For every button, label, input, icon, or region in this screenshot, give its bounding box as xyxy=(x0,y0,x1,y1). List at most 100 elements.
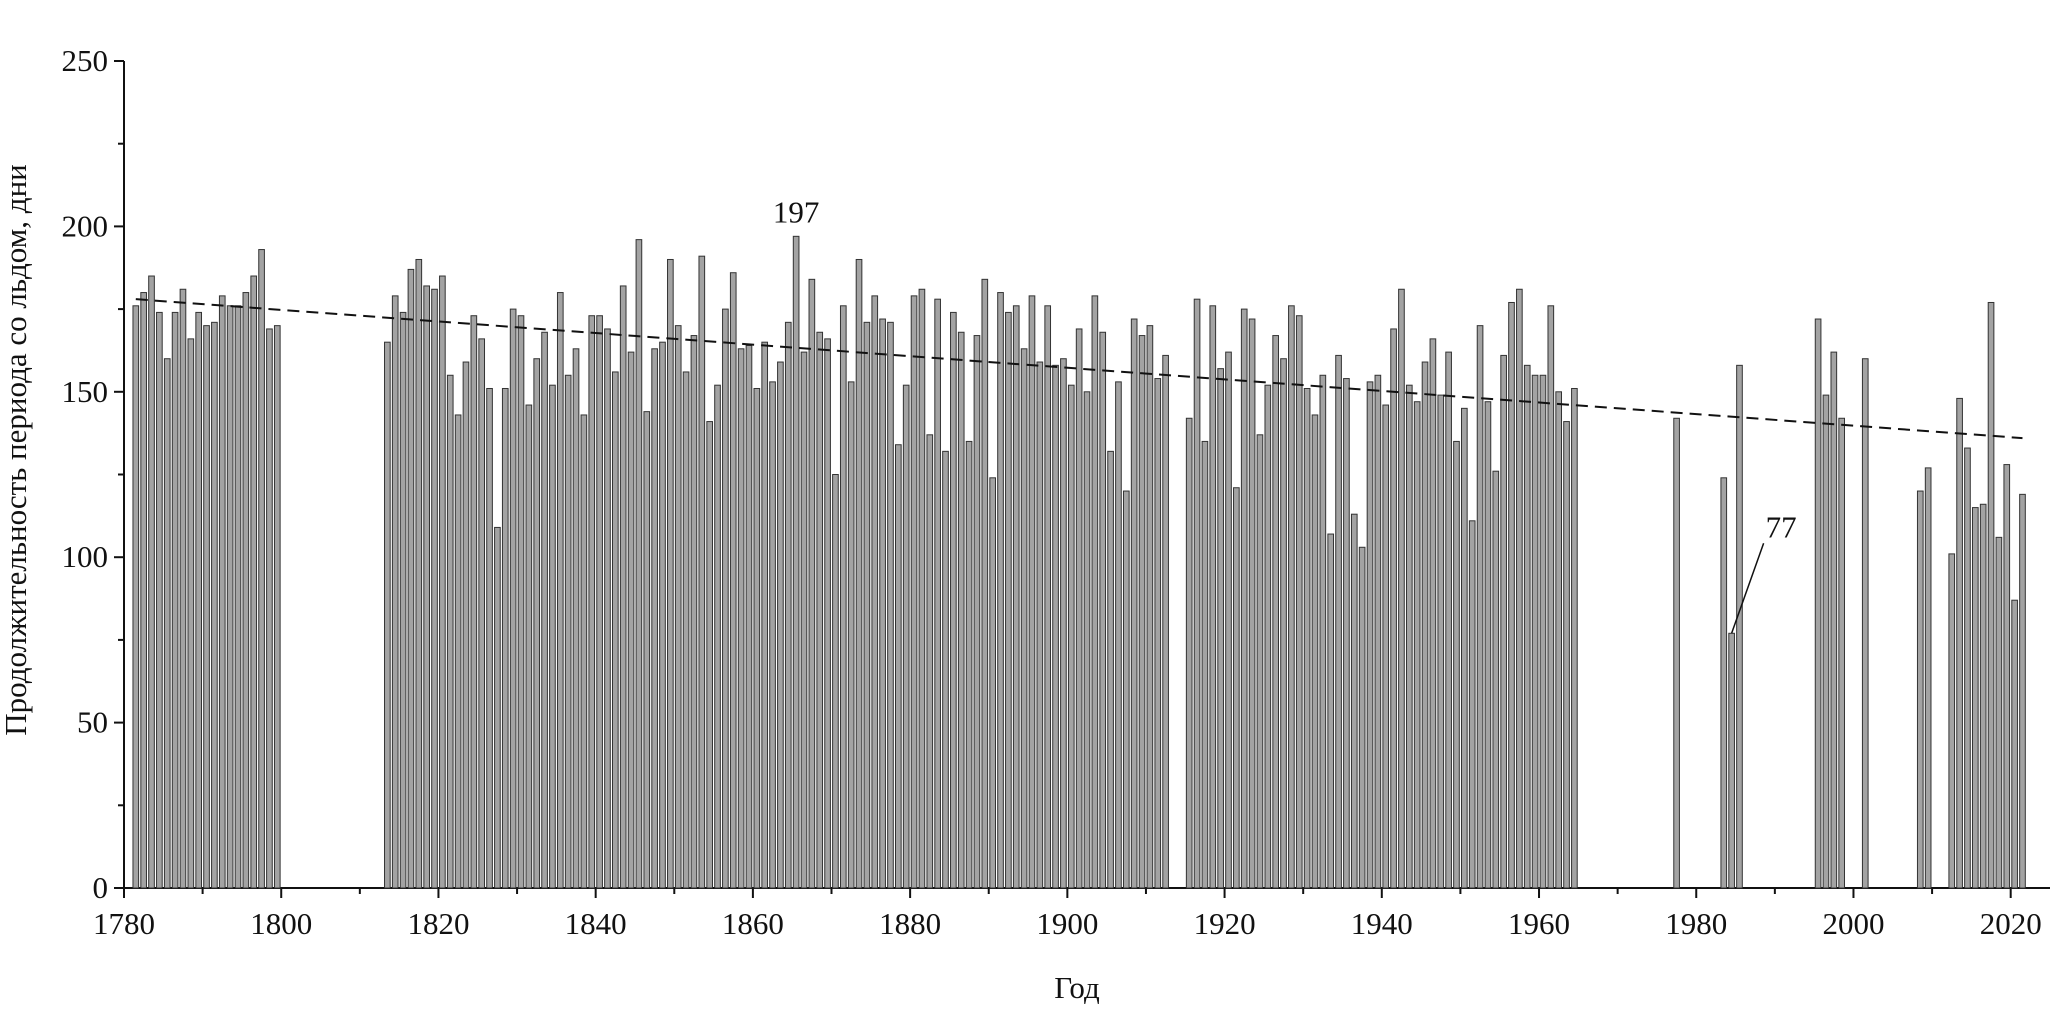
bar xyxy=(596,315,603,889)
bar xyxy=(446,374,454,889)
trend-line xyxy=(135,298,2023,440)
bar xyxy=(195,311,203,889)
x-tick-label: 1860 xyxy=(722,906,784,941)
bar xyxy=(1736,364,1743,889)
bar xyxy=(808,278,816,889)
bar xyxy=(722,308,729,889)
bar xyxy=(494,526,501,889)
bar xyxy=(1138,335,1146,889)
bar xyxy=(2011,599,2018,889)
y-tick-label: 100 xyxy=(62,539,109,574)
bar xyxy=(1288,305,1295,889)
x-tick-label: 1880 xyxy=(879,906,941,941)
bar xyxy=(651,348,658,889)
bar xyxy=(1130,318,1138,889)
bar xyxy=(682,371,690,889)
bar xyxy=(564,374,572,889)
bar xyxy=(478,338,486,889)
bar xyxy=(1547,305,1555,889)
bar xyxy=(895,444,902,889)
bar xyxy=(1421,361,1429,889)
bar xyxy=(250,275,258,889)
bar xyxy=(572,348,580,889)
x-tick-label: 1940 xyxy=(1351,906,1413,941)
bar xyxy=(203,325,210,889)
bar xyxy=(989,477,996,889)
bar xyxy=(1830,351,1838,889)
bar xyxy=(1067,384,1075,889)
bar xyxy=(659,341,666,889)
bar xyxy=(226,305,234,889)
y-tick-label: 200 xyxy=(62,208,109,243)
bar xyxy=(1122,490,1130,889)
bar xyxy=(1107,450,1114,889)
bar xyxy=(855,258,863,889)
bar xyxy=(1405,384,1413,889)
y-tick-label: 250 xyxy=(62,43,109,78)
bar xyxy=(258,249,265,889)
annotation: 197 xyxy=(773,194,820,229)
bar xyxy=(266,328,273,889)
bar xyxy=(1012,305,1020,889)
bar xyxy=(737,348,745,889)
bar xyxy=(399,311,407,889)
bar xyxy=(1185,417,1193,889)
bar xyxy=(1225,351,1232,889)
bar xyxy=(1075,328,1083,889)
bar xyxy=(627,351,635,889)
bar xyxy=(1052,364,1059,889)
x-tick-label: 2020 xyxy=(1980,906,2042,941)
y-tick-label: 50 xyxy=(77,705,108,740)
bar xyxy=(1531,374,1539,889)
bar xyxy=(1028,295,1036,889)
y-tick-label: 150 xyxy=(62,374,109,409)
bar xyxy=(777,361,784,889)
bar xyxy=(470,315,478,889)
bar xyxy=(667,258,674,889)
bar xyxy=(211,321,218,889)
x-axis-label: Год xyxy=(1054,970,1100,1005)
bar xyxy=(171,311,179,889)
bar xyxy=(1523,364,1531,889)
bar xyxy=(957,331,965,889)
bar xyxy=(926,434,934,889)
bar xyxy=(218,295,226,889)
bar xyxy=(871,295,879,889)
x-tick-label: 1960 xyxy=(1508,906,1570,941)
bar xyxy=(407,268,415,889)
bar xyxy=(1303,387,1311,889)
bar xyxy=(934,298,941,889)
bar xyxy=(1673,417,1680,889)
bar xyxy=(1327,533,1335,889)
bar xyxy=(1036,361,1044,889)
bar xyxy=(1461,407,1468,889)
bar xyxy=(863,321,871,889)
bar xyxy=(2003,464,2011,889)
bar xyxy=(273,325,281,889)
x-tick-label: 1780 xyxy=(93,906,155,941)
bar xyxy=(1083,391,1091,889)
bar xyxy=(997,292,1004,889)
bar xyxy=(1154,378,1162,889)
bar xyxy=(234,305,242,889)
bar xyxy=(769,381,776,889)
bar xyxy=(1814,318,1822,889)
bar xyxy=(965,440,973,889)
bar xyxy=(1429,338,1437,889)
bar xyxy=(1413,401,1421,889)
bar xyxy=(1240,308,1248,889)
x-tick-label: 1840 xyxy=(565,906,627,941)
bar xyxy=(1115,381,1122,889)
bar xyxy=(942,450,949,889)
bar xyxy=(800,351,808,889)
bar xyxy=(1987,301,1995,889)
bar xyxy=(2019,493,2026,889)
bar xyxy=(1508,301,1515,889)
bar xyxy=(635,239,643,889)
bar xyxy=(674,325,682,889)
bar xyxy=(950,311,957,889)
bar xyxy=(816,331,824,889)
bar xyxy=(588,315,596,889)
bar xyxy=(1217,368,1224,889)
